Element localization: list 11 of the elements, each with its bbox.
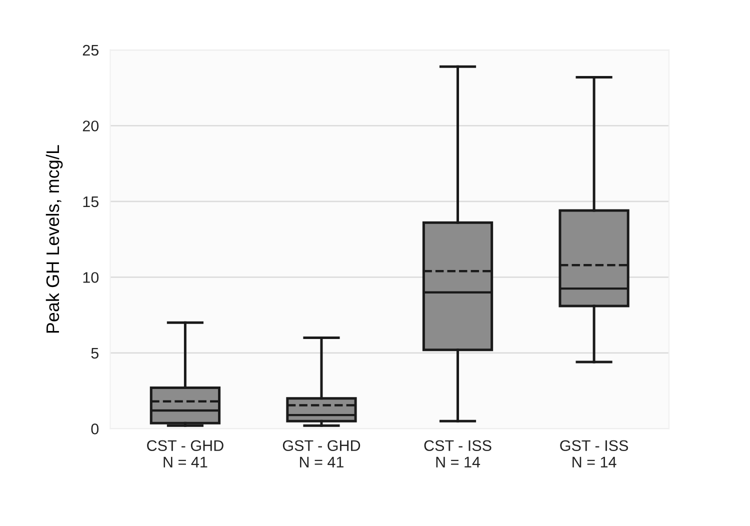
y-tick-label: 25 — [82, 44, 98, 56]
x-tick-label: GST - ISS N = 14 — [560, 440, 628, 468]
y-tick-label: 5 — [91, 348, 98, 359]
y-tick-label: 15 — [83, 196, 98, 208]
y-tick-label: 10 — [83, 272, 99, 283]
x-tick-label: CST - ISS N = 14 — [424, 440, 492, 468]
x-tick-label: GST - GHD N = 41 — [282, 440, 360, 468]
y-tick-label: 20 — [82, 120, 99, 132]
y-axis-title: Peak GH Levels, mcg/L — [46, 145, 63, 333]
y-tick-label: 0 — [91, 424, 99, 434]
x-tick-label: CST - GHD N = 41 — [147, 440, 224, 468]
